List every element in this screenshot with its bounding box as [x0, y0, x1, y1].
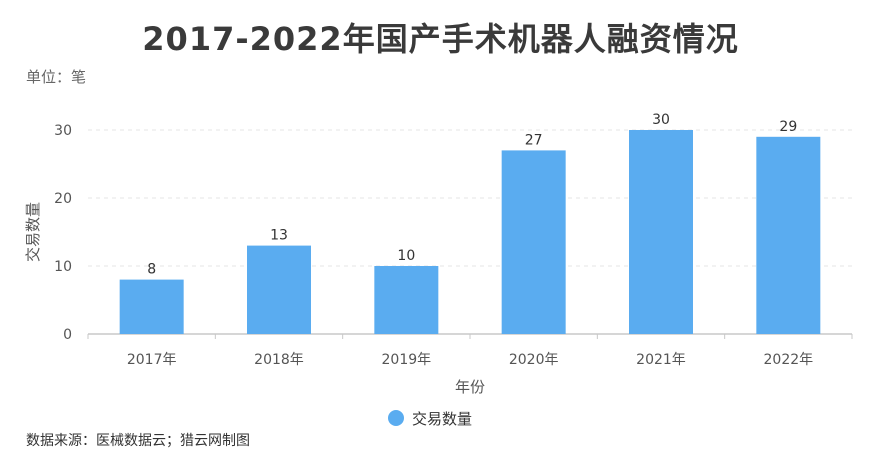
x-tick-label: 2017年 [127, 352, 177, 368]
bar [501, 150, 566, 334]
y-tick-label: 0 [63, 327, 72, 343]
unit-label: 单位：笔 [26, 68, 87, 86]
source-label: 数据来源：医械数据云；猎云网制图 [26, 433, 250, 449]
y-tick-label: 30 [54, 123, 72, 139]
data-label: 13 [270, 228, 288, 244]
bar [756, 136, 821, 334]
x-tick-label: 2019年 [382, 352, 432, 368]
x-axis-title: 年份 [455, 378, 485, 396]
y-axis-title: 交易数量 [24, 202, 42, 262]
legend-label: 交易数量 [412, 410, 472, 428]
x-tick-label: 2018年 [254, 352, 304, 368]
data-label: 27 [525, 132, 543, 148]
y-tick-label: 20 [54, 191, 72, 207]
data-label: 8 [147, 262, 156, 278]
bar [629, 130, 693, 334]
x-tick-label: 2020年 [509, 352, 559, 368]
chart-title: 2017-2022年国产手术机器人融资情况 [142, 20, 739, 58]
x-tick-label: 2021年 [636, 352, 686, 368]
bar [247, 245, 311, 334]
data-label: 10 [397, 248, 415, 264]
data-label: 29 [779, 119, 797, 135]
bar [374, 266, 439, 334]
bar [119, 279, 184, 334]
x-tick-label: 2022年 [764, 352, 814, 368]
data-label: 30 [652, 112, 670, 128]
y-tick-label: 10 [54, 259, 72, 275]
legend-marker [388, 410, 404, 426]
